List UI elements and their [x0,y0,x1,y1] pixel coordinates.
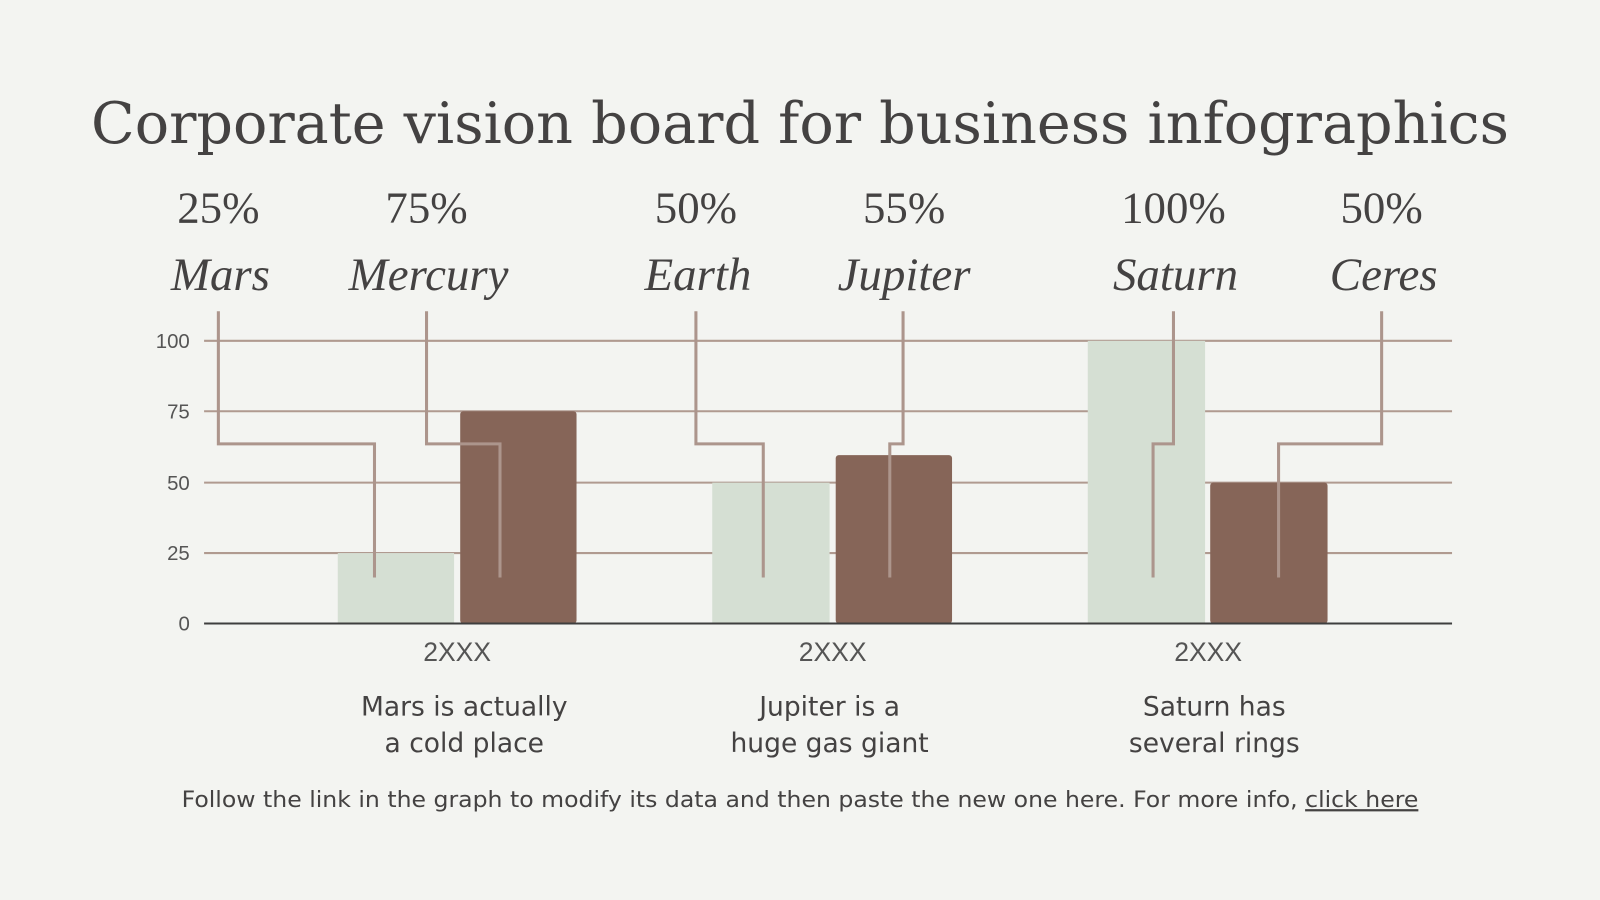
planet-label-ceres: Ceres [1330,249,1438,301]
bar-mercury [460,411,577,624]
leader-line-mercury [425,311,502,578]
x-category-3: 2XXX [1174,637,1242,667]
bar-earth [712,482,830,624]
description-3-line1: Saturn has [1143,691,1286,722]
planet-label-jupiter: Jupiter [838,249,972,301]
planet-label-mars: Mars [170,249,270,301]
leader-line-earth [694,311,765,578]
x-category-2: 2XXX [799,637,867,667]
y-axis: 100 75 50 25 0 [156,331,190,636]
planet-label-saturn: Saturn [1113,249,1238,301]
planet-label-mercury: Mercury [348,249,509,301]
leader-line-mars [216,311,377,578]
leader-lines [216,311,1384,578]
bar-mars [337,553,455,624]
bars [337,340,1328,624]
description-1-line1: Mars is actually [361,691,568,722]
pct-label-mars: 25% [177,182,259,232]
description-3-line2: several rings [1129,728,1300,759]
footer-text: Follow the link in the graph to modify i… [182,787,1305,813]
pct-label-mercury: 75% [385,182,467,232]
description-2-line2: huge gas giant [731,728,929,759]
x-category-1: 2XXX [423,637,491,667]
pct-label-ceres: 50% [1341,182,1423,232]
y-tick-50: 50 [167,473,190,495]
y-tick-75: 75 [167,401,190,423]
footer-note: Follow the link in the graph to modify i… [182,787,1419,813]
pct-label-earth: 50% [655,182,737,232]
y-tick-0: 0 [178,614,189,636]
pct-label-jupiter: 55% [863,182,945,232]
pct-label-saturn: 100% [1121,182,1226,232]
bar-saturn [1087,340,1206,624]
y-tick-25: 25 [167,543,190,565]
planet-label-earth: Earth [644,249,752,301]
page-title: Corporate vision board for business info… [91,91,1509,157]
click-here-link[interactable]: click here [1305,787,1418,813]
y-tick-100: 100 [156,331,190,353]
description-1-line2: a cold place [385,728,544,759]
bar-ceres [1210,482,1328,624]
leader-line-ceres [1277,311,1384,578]
description-2-line1: Jupiter is a [757,691,900,722]
bar-jupiter [835,455,953,624]
leader-line-saturn [1151,311,1175,578]
leader-line-jupiter [888,311,905,578]
